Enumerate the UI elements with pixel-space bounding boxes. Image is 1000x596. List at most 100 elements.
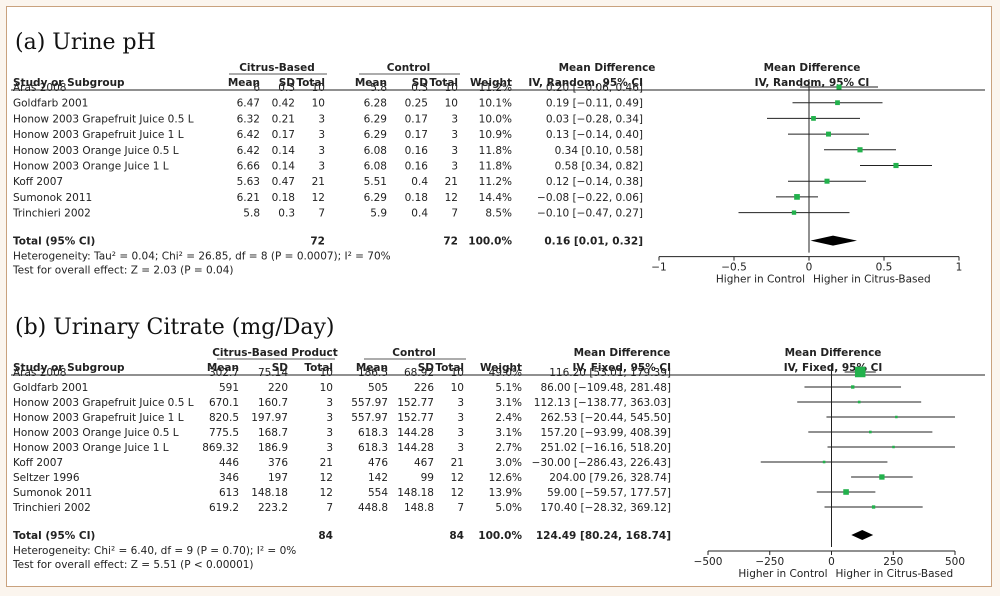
group1-total: 21 — [312, 176, 325, 188]
study-effect-marker — [893, 162, 899, 169]
group2-total-header: Total — [429, 77, 458, 89]
group2-total-n: 72 — [443, 236, 458, 248]
group1-mean: 869.32 — [202, 442, 239, 454]
study-weight: 10.1% — [479, 98, 512, 110]
study-effect-marker — [835, 100, 840, 106]
group1-mean: 6 — [253, 82, 260, 94]
study-ci: 0.19 [−0.11, 0.49] — [546, 98, 643, 110]
group1-sd-header: SD — [279, 77, 296, 89]
group2-mean: 6.29 — [364, 113, 387, 125]
group1-mean: 591 — [219, 382, 239, 394]
study-column-header: Study or Subgroup — [13, 77, 125, 89]
x-tick-label: −250 — [755, 556, 784, 568]
study-weight: 11.2% — [479, 82, 512, 94]
group2-total: 10 — [451, 367, 464, 379]
study-weight: 3.1% — [495, 397, 522, 409]
total-label: Total (95% CI) — [13, 236, 95, 248]
group2-sd: 0.17 — [405, 113, 428, 125]
study-ci: −0.08 [−0.22, 0.06] — [537, 192, 643, 204]
study-ci: 86.00 [−109.48, 281.48] — [540, 382, 671, 394]
group2-total: 3 — [451, 113, 458, 125]
heterogeneity-text: Heterogeneity: Tau² = 0.04; Chi² = 26.85… — [13, 251, 391, 263]
study-weight: 12.6% — [489, 472, 522, 484]
group2-mean: 618.3 — [358, 442, 388, 454]
study-weight: 3.1% — [495, 427, 522, 439]
study-weight: 2.7% — [495, 442, 522, 454]
study-effect-marker — [851, 385, 855, 389]
overall-effect-text: Test for overall effect: Z = 5.51 (P < 0… — [12, 559, 254, 571]
group1-total: 12 — [312, 192, 325, 204]
total-ci: 124.49 [80.24, 168.74] — [536, 530, 671, 542]
group2-mean: 557.97 — [351, 397, 388, 409]
group2-sd: 0.25 — [405, 98, 428, 110]
group1-mean: 670.1 — [209, 397, 239, 409]
md-column-title: Mean Difference — [559, 62, 656, 74]
study-weight: 13.9% — [489, 487, 522, 499]
group1-mean: 6.47 — [237, 98, 260, 110]
group1-total-n: 84 — [318, 530, 333, 542]
x-tick-label: 250 — [883, 556, 903, 568]
study-ci: 0.13 [−0.14, 0.40] — [546, 129, 643, 141]
study-weight: 11.8% — [479, 161, 512, 173]
panel-title: (a) Urine pH — [15, 30, 156, 55]
group1-sd: 0.3 — [278, 208, 295, 220]
study-ci: 251.02 [−16.16, 518.20] — [540, 442, 671, 454]
group2-header: Control — [392, 347, 435, 359]
group2-sd: 148.18 — [397, 487, 434, 499]
group1-mean: 820.5 — [209, 412, 239, 424]
group2-total-n: 84 — [449, 530, 464, 542]
group1-mean: 6.32 — [237, 113, 260, 125]
study-effect-marker — [843, 489, 849, 495]
group1-mean: 446 — [219, 457, 239, 469]
study-weight: 10.0% — [479, 113, 512, 125]
md-method-header: IV, Fixed, 95% CI — [572, 362, 671, 374]
study-ci: 204.00 [79.26, 328.74] — [549, 472, 671, 484]
group2-sd: 0.16 — [405, 145, 429, 157]
group2-sd: 152.77 — [397, 412, 434, 424]
group2-mean: 142 — [368, 472, 388, 484]
study-weight: 3.0% — [495, 457, 522, 469]
study-name: Seltzer 1996 — [13, 472, 80, 484]
group1-header: Citrus-Based — [239, 62, 315, 74]
study-ci: 262.53 [−20.44, 545.50] — [540, 412, 671, 424]
group1-total-header: Total — [304, 362, 333, 374]
study-name: Koff 2007 — [13, 176, 63, 188]
heterogeneity-text: Heterogeneity: Chi² = 6.40, df = 9 (P = … — [13, 545, 296, 557]
study-column-header: Study or Subgroup — [13, 362, 125, 374]
study-effect-marker — [879, 474, 885, 480]
group1-total-header: Total — [296, 77, 325, 89]
study-name: Honow 2003 Grapefruit Juice 1 L — [13, 412, 184, 424]
study-ci: 116.20 [53.01, 179.39] — [549, 367, 671, 379]
group2-mean: 6.08 — [364, 145, 387, 157]
group2-sd: 0.3 — [411, 82, 428, 94]
group1-total: 3 — [318, 129, 325, 141]
study-effect-marker — [811, 116, 816, 121]
study-name: Sumonok 2011 — [13, 192, 92, 204]
group1-mean: 619.2 — [209, 502, 239, 514]
group1-total: 7 — [318, 208, 325, 220]
group1-sd: 186.9 — [258, 442, 288, 454]
study-name: Honow 2003 Grapefruit Juice 0.5 L — [13, 397, 194, 409]
study-name: Honow 2003 Orange Juice 0.5 L — [13, 427, 179, 439]
study-name: Sumonok 2011 — [13, 487, 92, 499]
group1-mean: 5.63 — [237, 176, 260, 188]
md-column-title: Mean Difference — [574, 347, 671, 359]
group2-mean: 186.5 — [358, 367, 388, 379]
group1-total: 10 — [320, 367, 333, 379]
study-weight: 8.5% — [485, 208, 512, 220]
study-weight: 14.4% — [479, 192, 512, 204]
plot-title: Mean Difference — [785, 347, 882, 359]
group1-mean-header: Mean — [228, 77, 260, 89]
weight-header: Weight — [480, 362, 522, 374]
study-effect-marker — [824, 178, 830, 184]
group2-mean: 6.08 — [364, 161, 387, 173]
group2-header: Control — [387, 62, 430, 74]
group1-sd: 197 — [268, 472, 288, 484]
study-name: Aras 2008 — [13, 82, 66, 94]
group2-sd: 68.92 — [404, 367, 434, 379]
study-effect-marker — [871, 505, 876, 509]
study-effect-marker — [836, 84, 842, 90]
group2-total: 3 — [457, 442, 464, 454]
group1-total: 12 — [320, 472, 333, 484]
group2-mean-header: Mean — [356, 362, 388, 374]
